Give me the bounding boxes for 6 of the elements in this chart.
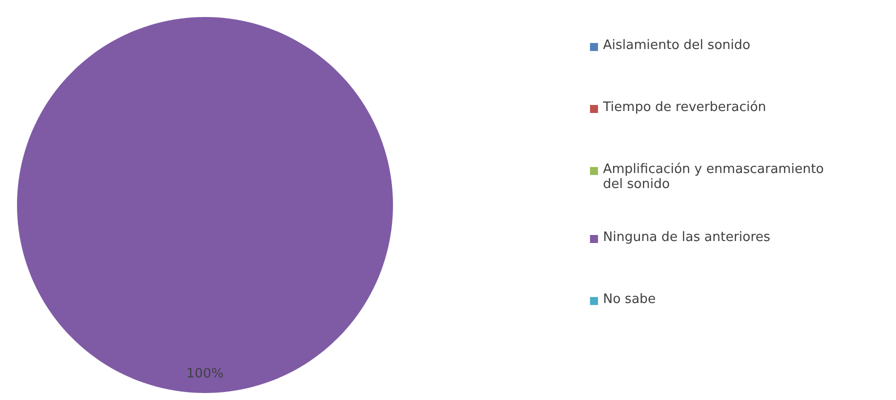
legend-label: Ninguna de las anteriores	[603, 230, 772, 245]
legend-label: Aislamiento del sonido	[603, 38, 752, 53]
legend-label: No sabe	[603, 292, 657, 307]
legend-label: Tiempo de reverberación	[603, 100, 768, 115]
legend-label: Amplificación y enmascaramiento del sonido	[603, 162, 825, 192]
data-label: 100%	[186, 366, 224, 382]
